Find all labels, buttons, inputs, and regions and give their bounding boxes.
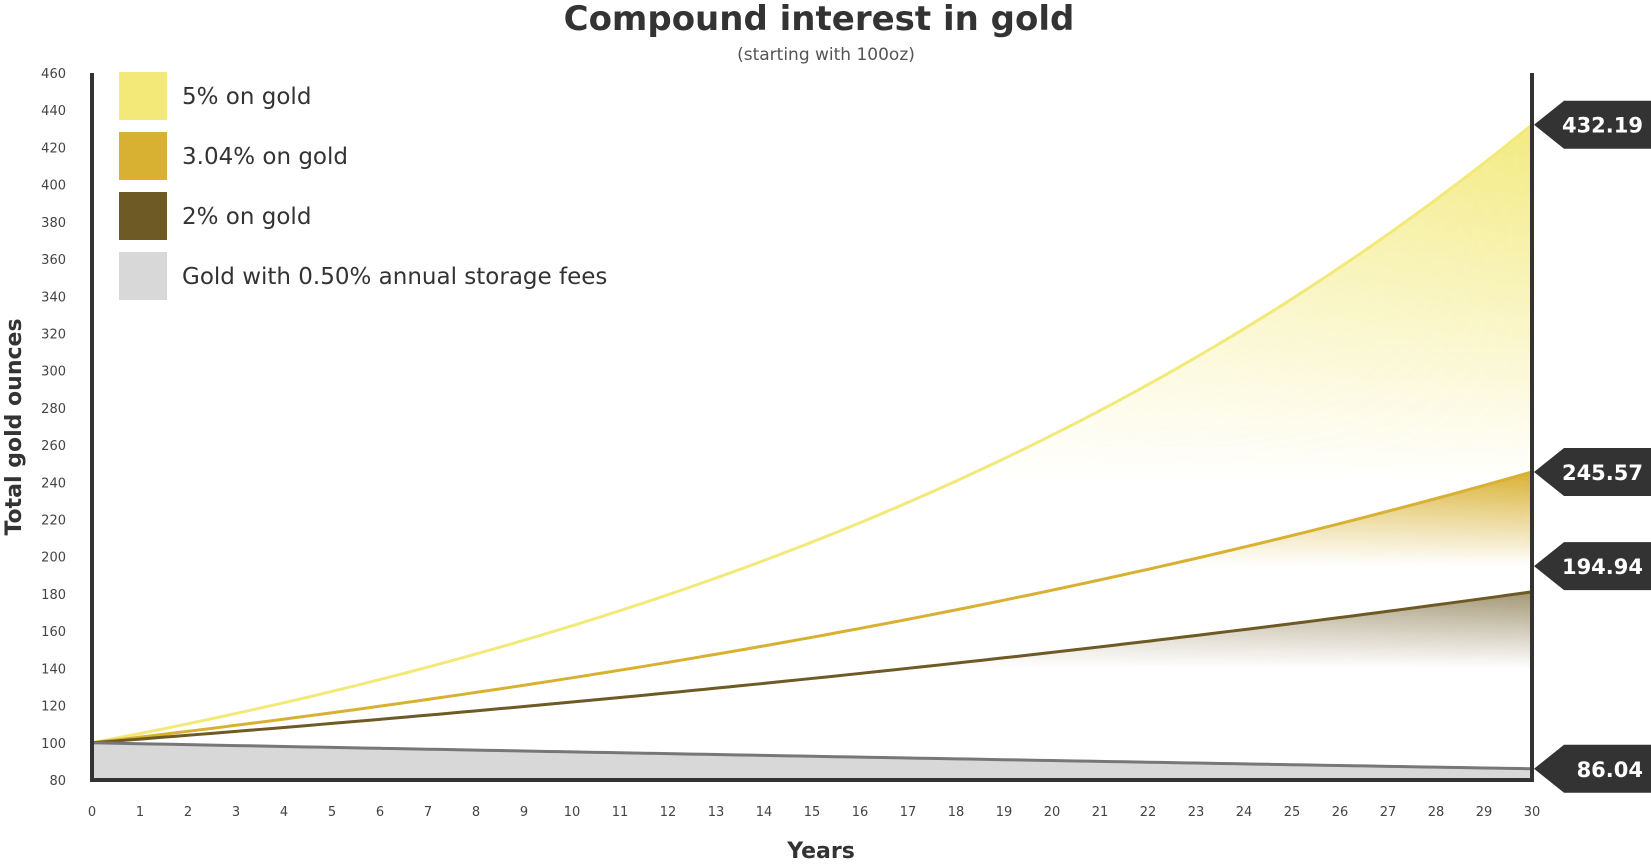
legend-item-1: 3.04% on gold bbox=[119, 132, 348, 180]
chart-title: Compound interest in gold bbox=[564, 0, 1075, 39]
y-tick-label: 400 bbox=[41, 179, 66, 194]
x-tick-label: 22 bbox=[1140, 805, 1157, 820]
x-tick-label: 25 bbox=[1284, 805, 1301, 820]
x-tick-label: 24 bbox=[1236, 805, 1253, 820]
x-tick-label: 28 bbox=[1428, 805, 1445, 820]
y-tick-label: 100 bbox=[41, 737, 66, 752]
x-tick-label: 10 bbox=[564, 805, 581, 820]
end-label-value: 432.19 bbox=[1562, 114, 1643, 138]
y-tick-label: 280 bbox=[41, 402, 66, 417]
x-tick-label: 4 bbox=[280, 805, 288, 820]
x-tick-label: 30 bbox=[1524, 805, 1541, 820]
x-tick-label: 19 bbox=[996, 805, 1013, 820]
x-tick-label: 26 bbox=[1332, 805, 1349, 820]
x-tick-label: 0 bbox=[88, 805, 96, 820]
end-label-value: 86.04 bbox=[1577, 758, 1643, 782]
end-label-box bbox=[1534, 542, 1651, 591]
legend-swatch bbox=[119, 192, 167, 240]
x-tick-label: 16 bbox=[852, 805, 869, 820]
x-tick-label: 2 bbox=[184, 805, 192, 820]
x-tick-label: 7 bbox=[424, 805, 432, 820]
legend-item-0: 5% on gold bbox=[119, 72, 311, 120]
x-tick-label: 17 bbox=[900, 805, 917, 820]
y-tick-label: 120 bbox=[41, 700, 66, 715]
x-tick-label: 18 bbox=[948, 805, 965, 820]
area-storage-fees bbox=[92, 742, 1532, 780]
legend-swatch bbox=[119, 132, 167, 180]
x-axis-ticks: 0 1 2 3 4 5 6 7 8 9 10 11 12 13 14 15 16 17 18 19 20 21 22 23 24… bbox=[88, 805, 1540, 820]
line-2pct bbox=[91, 590, 1533, 745]
legend-label: 2% on gold bbox=[182, 204, 311, 230]
end-value-labels: 432.19 245.57 194.94 86.04 bbox=[1534, 100, 1651, 793]
legend-item-3: Gold with 0.50% annual storage fees bbox=[119, 252, 607, 300]
y-tick-label: 200 bbox=[41, 551, 66, 566]
chart-subtitle: (starting with 100oz) bbox=[737, 45, 915, 65]
x-tick-label: 5 bbox=[328, 805, 336, 820]
end-label-1: 245.57 bbox=[1534, 447, 1651, 496]
x-axis-title: Years bbox=[786, 839, 855, 864]
end-label-2: 194.94 bbox=[1534, 542, 1651, 591]
x-tick-label: 20 bbox=[1044, 805, 1061, 820]
y-tick-label: 320 bbox=[41, 327, 66, 342]
x-tick-label: 6 bbox=[376, 805, 384, 820]
x-tick-label: 27 bbox=[1380, 805, 1397, 820]
legend: 5% on gold 3.04% on gold 2% on gold Gold wi… bbox=[119, 72, 607, 300]
y-tick-label: 180 bbox=[41, 588, 66, 603]
y-tick-label: 300 bbox=[41, 365, 66, 380]
x-tick-label: 11 bbox=[612, 805, 629, 820]
y-tick-label: 420 bbox=[41, 141, 66, 156]
y-tick-label: 260 bbox=[41, 439, 66, 454]
x-tick-label: 29 bbox=[1476, 805, 1493, 820]
y-tick-label: 80 bbox=[49, 774, 66, 789]
y-tick-label: 460 bbox=[41, 67, 66, 82]
line-5pct bbox=[91, 123, 1533, 745]
end-label-box bbox=[1534, 100, 1651, 149]
end-label-value: 245.57 bbox=[1562, 461, 1643, 485]
x-tick-label: 15 bbox=[804, 805, 821, 820]
x-tick-label: 21 bbox=[1092, 805, 1109, 820]
y-tick-label: 380 bbox=[41, 216, 66, 231]
end-label-box bbox=[1534, 744, 1651, 793]
y-tick-label: 240 bbox=[41, 476, 66, 491]
legend-label: 3.04% on gold bbox=[182, 144, 348, 170]
legend-swatch bbox=[119, 72, 167, 120]
y-tick-label: 360 bbox=[41, 253, 66, 268]
line-storage-fees bbox=[91, 741, 1533, 771]
line-3-04pct bbox=[91, 470, 1533, 745]
y-tick-label: 140 bbox=[41, 662, 66, 677]
x-tick-label: 12 bbox=[660, 805, 677, 820]
x-tick-label: 3 bbox=[232, 805, 240, 820]
x-tick-label: 8 bbox=[472, 805, 480, 820]
end-label-box bbox=[1534, 447, 1651, 496]
legend-label: 5% on gold bbox=[182, 84, 311, 110]
end-label-value: 194.94 bbox=[1562, 555, 1643, 579]
legend-swatch bbox=[119, 252, 167, 300]
x-tick-label: 9 bbox=[520, 805, 528, 820]
x-tick-label: 1 bbox=[136, 805, 144, 820]
y-axis-title: Total gold ounces bbox=[2, 318, 27, 535]
x-tick-label: 13 bbox=[708, 805, 725, 820]
y-tick-label: 160 bbox=[41, 625, 66, 640]
end-label-0: 432.19 bbox=[1534, 100, 1651, 149]
legend-item-2: 2% on gold bbox=[119, 192, 311, 240]
y-axis-ticks: 80 100 120 140 160 180 200 220 240 260 280 300 320 34… bbox=[41, 67, 66, 789]
x-tick-label: 23 bbox=[1188, 805, 1205, 820]
series-lines bbox=[91, 123, 1533, 771]
legend-label: Gold with 0.50% annual storage fees bbox=[182, 264, 607, 290]
y-tick-label: 440 bbox=[41, 104, 66, 119]
y-tick-label: 340 bbox=[41, 290, 66, 305]
y-tick-label: 220 bbox=[41, 514, 66, 529]
x-tick-label: 14 bbox=[756, 805, 773, 820]
end-label-3: 86.04 bbox=[1534, 744, 1651, 793]
